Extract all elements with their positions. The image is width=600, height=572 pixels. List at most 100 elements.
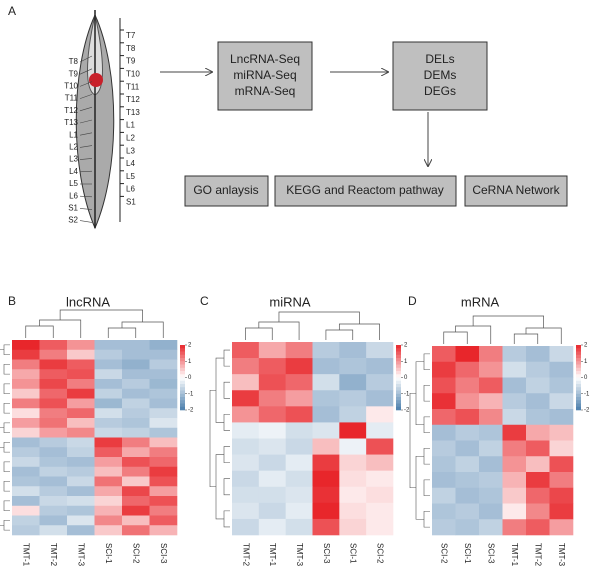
heatmap-cell [67,447,95,458]
heatmap-cell [502,487,527,504]
heatmap-cell [502,424,527,441]
heatmap-cell [258,406,286,423]
heatmap-cell [94,476,123,487]
heatmap-cell [67,457,95,468]
heatmap-cell [549,487,574,504]
colorbar-label: 2 [404,343,408,349]
right-level-label: S1 [126,198,136,207]
heatmap-cell [526,503,550,520]
heatmap-cell [366,374,394,391]
heatmap-cell [39,476,68,487]
heatmap-cell [122,359,150,370]
heatmap-cell [285,374,313,391]
heatmap-cell [12,418,40,429]
heatmap-cell [455,503,480,520]
leader [79,158,93,160]
heatmap-cell [122,457,150,468]
colorbar-label: -1 [188,391,194,397]
heatmap-cell [285,454,313,471]
heatmap-cell [549,440,574,457]
heatmap-cell [455,519,480,536]
heatmap-cell [455,440,480,457]
heatmap-cell [455,424,480,441]
colorbar-segment [180,345,185,349]
colorbar-segment [396,374,401,378]
heatmap-cell [67,437,95,448]
left-level-label: T13 [64,118,78,127]
heatmap-cell [339,438,367,455]
colorbar-segment [180,354,185,359]
leader [79,170,93,173]
column-label: SCI-3 [487,543,496,564]
column-label: TMT-2 [49,543,58,567]
heatmap-cell [149,427,178,438]
colorbar-segment [180,406,185,411]
colorbar-segment [396,364,401,369]
heatmap-cell [67,418,95,429]
heatmap-cell [149,398,178,409]
heatmap-cell [339,422,367,439]
heatmap-cell [232,486,260,504]
column-label: TMT-1 [510,543,519,567]
left-level-label: T10 [64,82,78,91]
heatmap-cell [232,374,260,391]
heatmap-cell [285,342,313,359]
heatmap-cell [94,408,123,419]
heatmap-title: miRNA [269,294,310,309]
heatmap-cell [39,369,68,380]
heatmap-cell [39,486,68,497]
deg-label: DELs [425,52,454,66]
left-level-label: L2 [69,143,78,152]
heatmap-cell [149,379,178,390]
heatmap-cell [285,390,313,407]
heatmap-cell [67,340,95,351]
heatmap-cell [366,342,394,359]
heatmap-cell [12,408,40,419]
heatmap-cell [122,476,150,487]
right-level-label: L1 [126,121,135,130]
colorbar-segment [576,364,581,369]
heatmap-cell [122,525,150,536]
heatmap-cell [526,472,550,489]
seq-box [217,41,313,111]
heatmap-cell [258,486,286,504]
colorbar-segment [180,367,185,372]
colorbar-segment [576,374,581,378]
heatmap-cell [12,505,40,516]
heatmap-cell [39,349,68,360]
heatmap-cell [312,422,340,439]
colorbar-segment [180,371,185,375]
heatmap-cell [502,503,527,520]
panel-label: B [8,294,16,308]
heatmap-cell [122,427,150,438]
heatmap-cell [258,390,286,407]
heatmap-cell [94,418,123,429]
deg-label: DEMs [424,68,457,82]
heatmap-cell [232,390,260,407]
heatmap-cell [149,457,178,468]
heatmap-cell [149,388,178,399]
colorbar-segment [576,358,581,362]
heatmap-cell [149,437,178,448]
colorbar-label: 1 [188,359,192,365]
colorbar-segment [180,403,185,408]
heatmap-cell [285,518,313,536]
colorbar-label: -2 [404,408,410,414]
colorbar-segment [576,371,581,375]
heatmap-cell [455,377,480,394]
heatmap-cell [39,340,68,351]
heatmap-cell [479,456,503,473]
heatmap-cell [12,349,40,360]
heatmap-cell [258,518,286,536]
heatmap-cell [94,466,123,477]
colorbar-segment [396,351,401,356]
colorbar-segment [576,406,581,411]
heatmap-cell [94,437,123,448]
heatmap-cell [67,476,95,487]
heatmap-cell [549,377,574,394]
heatmap-cell [258,502,286,520]
heatmap-cell [502,377,527,394]
column-dendrogram [245,311,380,340]
colorbar-segment [180,393,185,398]
heatmap-cell [455,456,480,473]
